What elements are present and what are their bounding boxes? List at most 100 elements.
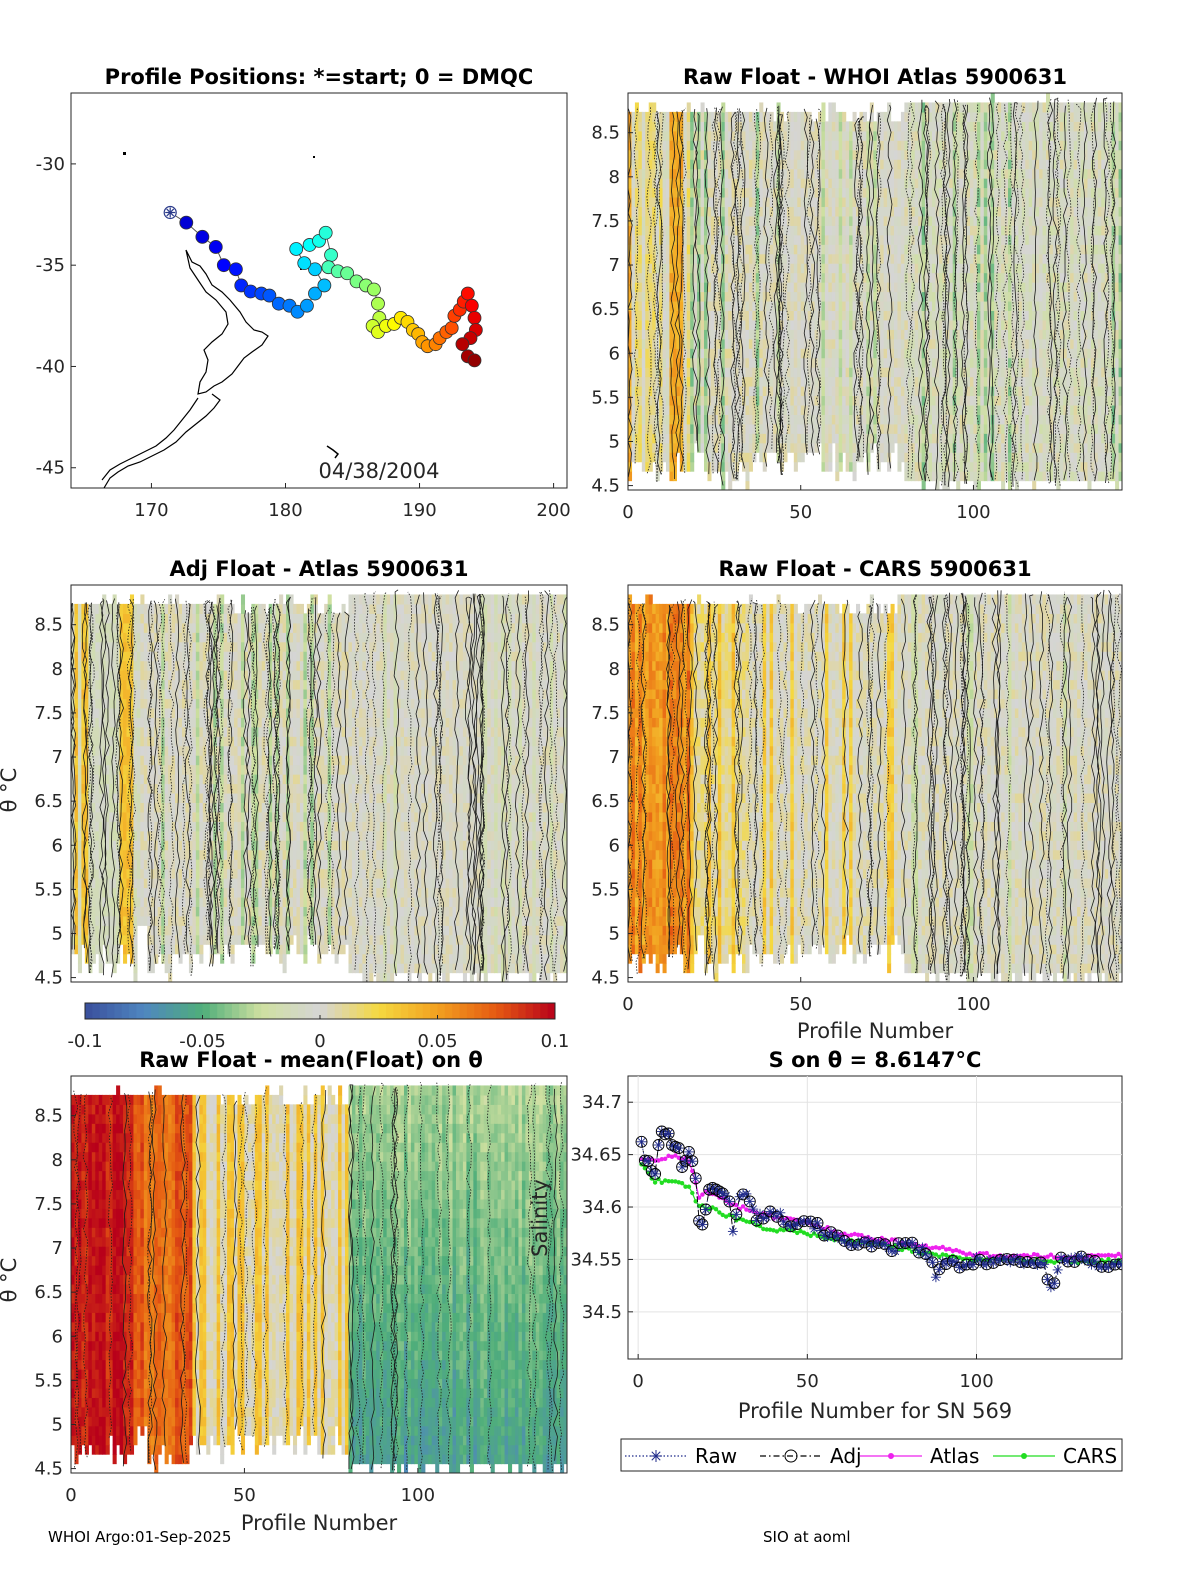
heatmap-cell	[745, 329, 750, 340]
heatmap-cell	[1032, 442, 1037, 453]
heatmap-cell	[942, 348, 947, 359]
heatmap-cell	[824, 282, 829, 293]
heatmap-cell	[911, 395, 916, 406]
heatmap-cell	[1028, 196, 1033, 208]
heatmap-cell	[956, 130, 961, 141]
heatmap-cell	[707, 253, 712, 264]
heatmap-cell	[900, 338, 905, 349]
heatmap-cell	[842, 168, 847, 179]
heatmap-cell	[900, 348, 905, 359]
heatmap-cell	[959, 395, 964, 406]
heatmap-cell	[845, 196, 850, 208]
heatmap-cell	[804, 111, 809, 122]
heatmap-cell	[717, 263, 722, 274]
heatmap-cell	[724, 291, 729, 302]
heatmap-cell	[894, 187, 899, 198]
heatmap-cell	[1066, 367, 1071, 378]
heatmap-cell	[1042, 234, 1047, 245]
heatmap-cell	[1035, 338, 1040, 349]
heatmap-cell	[1025, 414, 1030, 425]
heatmap-cell	[824, 357, 829, 368]
heatmap-cell	[918, 121, 923, 132]
heatmap-cell	[738, 178, 743, 189]
heatmap-cell	[911, 433, 916, 444]
heatmap-cell	[804, 159, 809, 170]
heatmap-cell	[859, 253, 864, 264]
heatmap-cell	[811, 263, 816, 274]
heatmap-cell	[807, 149, 812, 160]
heatmap-cell	[997, 140, 1002, 151]
heatmap-cell	[862, 310, 867, 321]
heatmap-cell	[966, 357, 971, 368]
heatmap-cell	[690, 348, 695, 359]
heatmap-cell	[963, 282, 968, 293]
heatmap-cell	[932, 168, 937, 179]
heatmap-cell	[835, 282, 840, 293]
heatmap-cell	[907, 168, 912, 179]
heatmap-cell	[748, 310, 753, 321]
heatmap-cell	[662, 433, 667, 444]
heatmap-cell	[690, 319, 695, 330]
heatmap-cell	[662, 452, 667, 463]
heatmap-cell	[973, 319, 978, 330]
heatmap-cell	[900, 263, 905, 274]
heatmap-cell	[662, 272, 667, 283]
heatmap-cell	[1025, 357, 1030, 368]
heatmap-cell	[918, 196, 923, 208]
heatmap-cell	[1008, 319, 1013, 330]
heatmap-cell	[890, 130, 895, 141]
heatmap-cell	[828, 215, 833, 226]
heatmap-cell	[662, 291, 667, 302]
heatmap-cell	[883, 386, 888, 397]
heatmap-cell	[704, 206, 709, 217]
heatmap-cell	[1018, 244, 1023, 255]
heatmap-cell	[641, 319, 646, 330]
heatmap-cell	[935, 196, 940, 208]
heatmap-cell	[997, 338, 1002, 349]
heatmap-cell	[783, 348, 788, 359]
heatmap-cell	[780, 376, 785, 387]
heatmap-cell	[856, 206, 861, 217]
heatmap-cell	[686, 187, 691, 198]
heatmap-cell	[814, 319, 819, 330]
heatmap-cell	[887, 111, 892, 122]
heatmap-cell	[648, 291, 653, 302]
heatmap-cell	[690, 263, 695, 274]
heatmap-cell	[1042, 423, 1047, 434]
heatmap-cell	[1039, 376, 1044, 387]
heatmap-cell	[1049, 461, 1054, 472]
heatmap-cell	[921, 196, 926, 208]
heatmap-cell	[697, 140, 702, 151]
heatmap-cell	[745, 480, 750, 490]
heatmap-cell	[852, 159, 857, 170]
heatmap-cell	[686, 272, 691, 283]
heatmap-cell	[911, 310, 916, 321]
heatmap-cell	[659, 367, 664, 378]
heatmap-cell	[983, 367, 988, 378]
heatmap-cell	[666, 329, 671, 340]
heatmap-cell	[831, 282, 836, 293]
heatmap-cell	[676, 433, 681, 444]
heatmap-cell	[818, 291, 823, 302]
heatmap-cell	[714, 310, 719, 321]
heatmap-cell	[814, 244, 819, 255]
heatmap-cell	[769, 414, 774, 425]
heatmap-cell	[797, 433, 802, 444]
heatmap-cell	[835, 395, 840, 406]
heatmap-cell	[672, 225, 677, 236]
heatmap-cell	[935, 338, 940, 349]
heatmap-cell	[1049, 206, 1054, 217]
heatmap-cell	[724, 121, 729, 132]
heatmap-cell	[710, 357, 715, 368]
heatmap-cell	[1049, 244, 1054, 255]
heatmap-cell	[835, 357, 840, 368]
heatmap-cell	[966, 263, 971, 274]
heatmap-cell	[835, 140, 840, 151]
map-track	[163, 205, 483, 368]
heatmap-cell	[942, 433, 947, 444]
heatmap-cell	[1035, 386, 1040, 397]
heatmap-cell	[876, 263, 881, 274]
heatmap-cell	[1049, 376, 1054, 387]
heatmap-cell	[966, 471, 971, 482]
heatmap-cell	[866, 423, 871, 434]
